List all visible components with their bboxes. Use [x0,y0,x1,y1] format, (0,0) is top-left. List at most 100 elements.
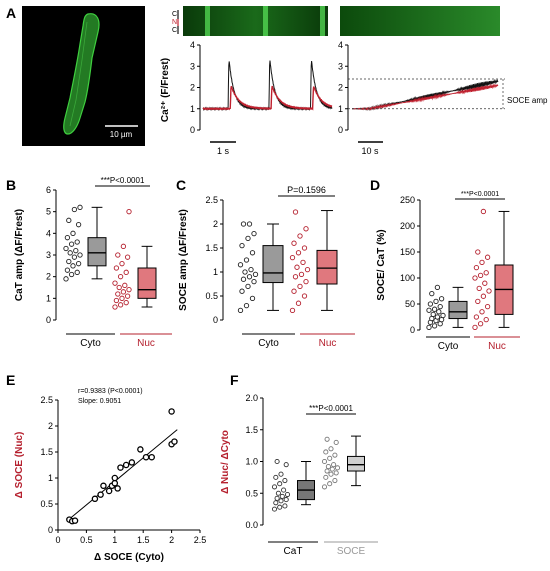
data-point [427,301,434,307]
data-point [273,474,279,480]
significance-label: ***P<0.0001 [461,191,499,198]
y-tick-label: 100 [400,273,415,283]
y-tick-label: 1.5 [40,447,53,457]
significance-label: ***P<0.0001 [101,176,145,185]
y-tick-label: 0 [213,315,218,325]
linescan-strip-1 [183,6,328,36]
data-point [240,221,247,227]
data-point [105,487,113,495]
chart-nuc-cyto-ratio: 0.0 0.5 1.0 1.5 2.0 Δ Nuc/ ΔCyto ***P<0.0001 Ca… [220,393,378,557]
data-point [323,449,329,455]
data-point [301,245,308,251]
y-axis-label: Δ Nuc/ ΔCyto [220,430,231,494]
box [137,267,157,299]
y-axis-label: SOCE amp (ΔF/Frest) [178,209,189,311]
data-point [333,470,339,476]
category-label: Cyto [80,338,101,349]
category-label: CaT [284,546,303,557]
y-tick-label: 0.5 [205,291,218,301]
data-point [297,233,303,239]
data-point [321,458,328,465]
regression-line [69,429,178,520]
box [316,249,338,285]
data-point [483,316,489,323]
data-point [251,278,257,285]
data-point [114,485,121,492]
data-point [484,303,491,310]
data-point [124,254,131,260]
soce-trace-nuc [351,83,499,111]
data-point [483,270,489,276]
data-point [292,274,299,280]
microscopy-image: 10 µm [22,6,145,146]
data-point [274,495,280,501]
y-tick-label: 250 [400,195,415,205]
data-point [246,274,253,280]
y-tick-label: 1.0 [245,457,258,467]
data-point [484,254,491,260]
data-point [434,314,441,320]
y-tick-label: 0 [410,325,415,335]
data-point [119,295,125,301]
data-point [126,209,132,215]
data-point [273,500,279,506]
y-axis-label: SOCE/ CaT (%) [376,229,387,300]
linescan-strip-2 [340,6,500,36]
data-point [113,265,120,271]
data-point [486,288,492,294]
data-point [430,311,436,318]
data-point [291,240,297,246]
data-point [295,300,302,306]
data-point [115,252,121,258]
data-point [113,297,120,304]
data-point [327,481,333,487]
data-point [291,288,297,294]
data-point [249,295,256,302]
y-axis-label: CaT amp (ΔF/Frest) [14,209,25,301]
y-tick-label: 2.0 [245,393,258,403]
data-point [323,474,329,480]
soce-amp-label: SOCE amp [507,96,548,105]
data-point [168,408,175,415]
data-point [278,498,284,504]
y-tick-label: 3 [46,250,51,260]
panel-letter-b: B [6,177,16,193]
data-point [68,241,75,247]
category-label: Nuc [137,338,155,349]
data-point [304,266,311,273]
data-point [68,271,75,278]
data-point [126,287,132,293]
data-point [122,461,130,469]
box [262,245,284,284]
data-point [434,284,441,291]
data-point [282,503,288,509]
data-point [278,471,284,477]
data-point [77,252,83,258]
data-point [324,436,330,442]
data-point [63,245,69,252]
data-point [332,452,338,458]
y-tick-label: 2 [190,83,195,93]
data-point [475,249,481,255]
box [87,237,107,267]
data-point [473,264,480,271]
y-tick-label: 4 [46,228,51,238]
data-point [283,462,289,468]
data-point [63,276,69,282]
y-tick-label: 0.5 [245,488,258,498]
data-point [334,465,341,471]
y-tick-label: 0 [48,525,53,535]
y-tick-label: 2 [213,219,218,229]
data-point [279,493,285,499]
y-tick-label: 6 [46,185,51,195]
x-tick-label: 2.5 [194,535,207,545]
data-point [246,221,253,227]
data-point [328,446,334,452]
data-point [71,254,78,260]
data-point [251,230,257,237]
data-point [329,466,335,472]
data-point [301,293,308,299]
trace-chart-transient: 0 1 2 3 4 [190,40,333,135]
data-point [123,300,129,306]
category-label: SOCE [337,546,366,557]
